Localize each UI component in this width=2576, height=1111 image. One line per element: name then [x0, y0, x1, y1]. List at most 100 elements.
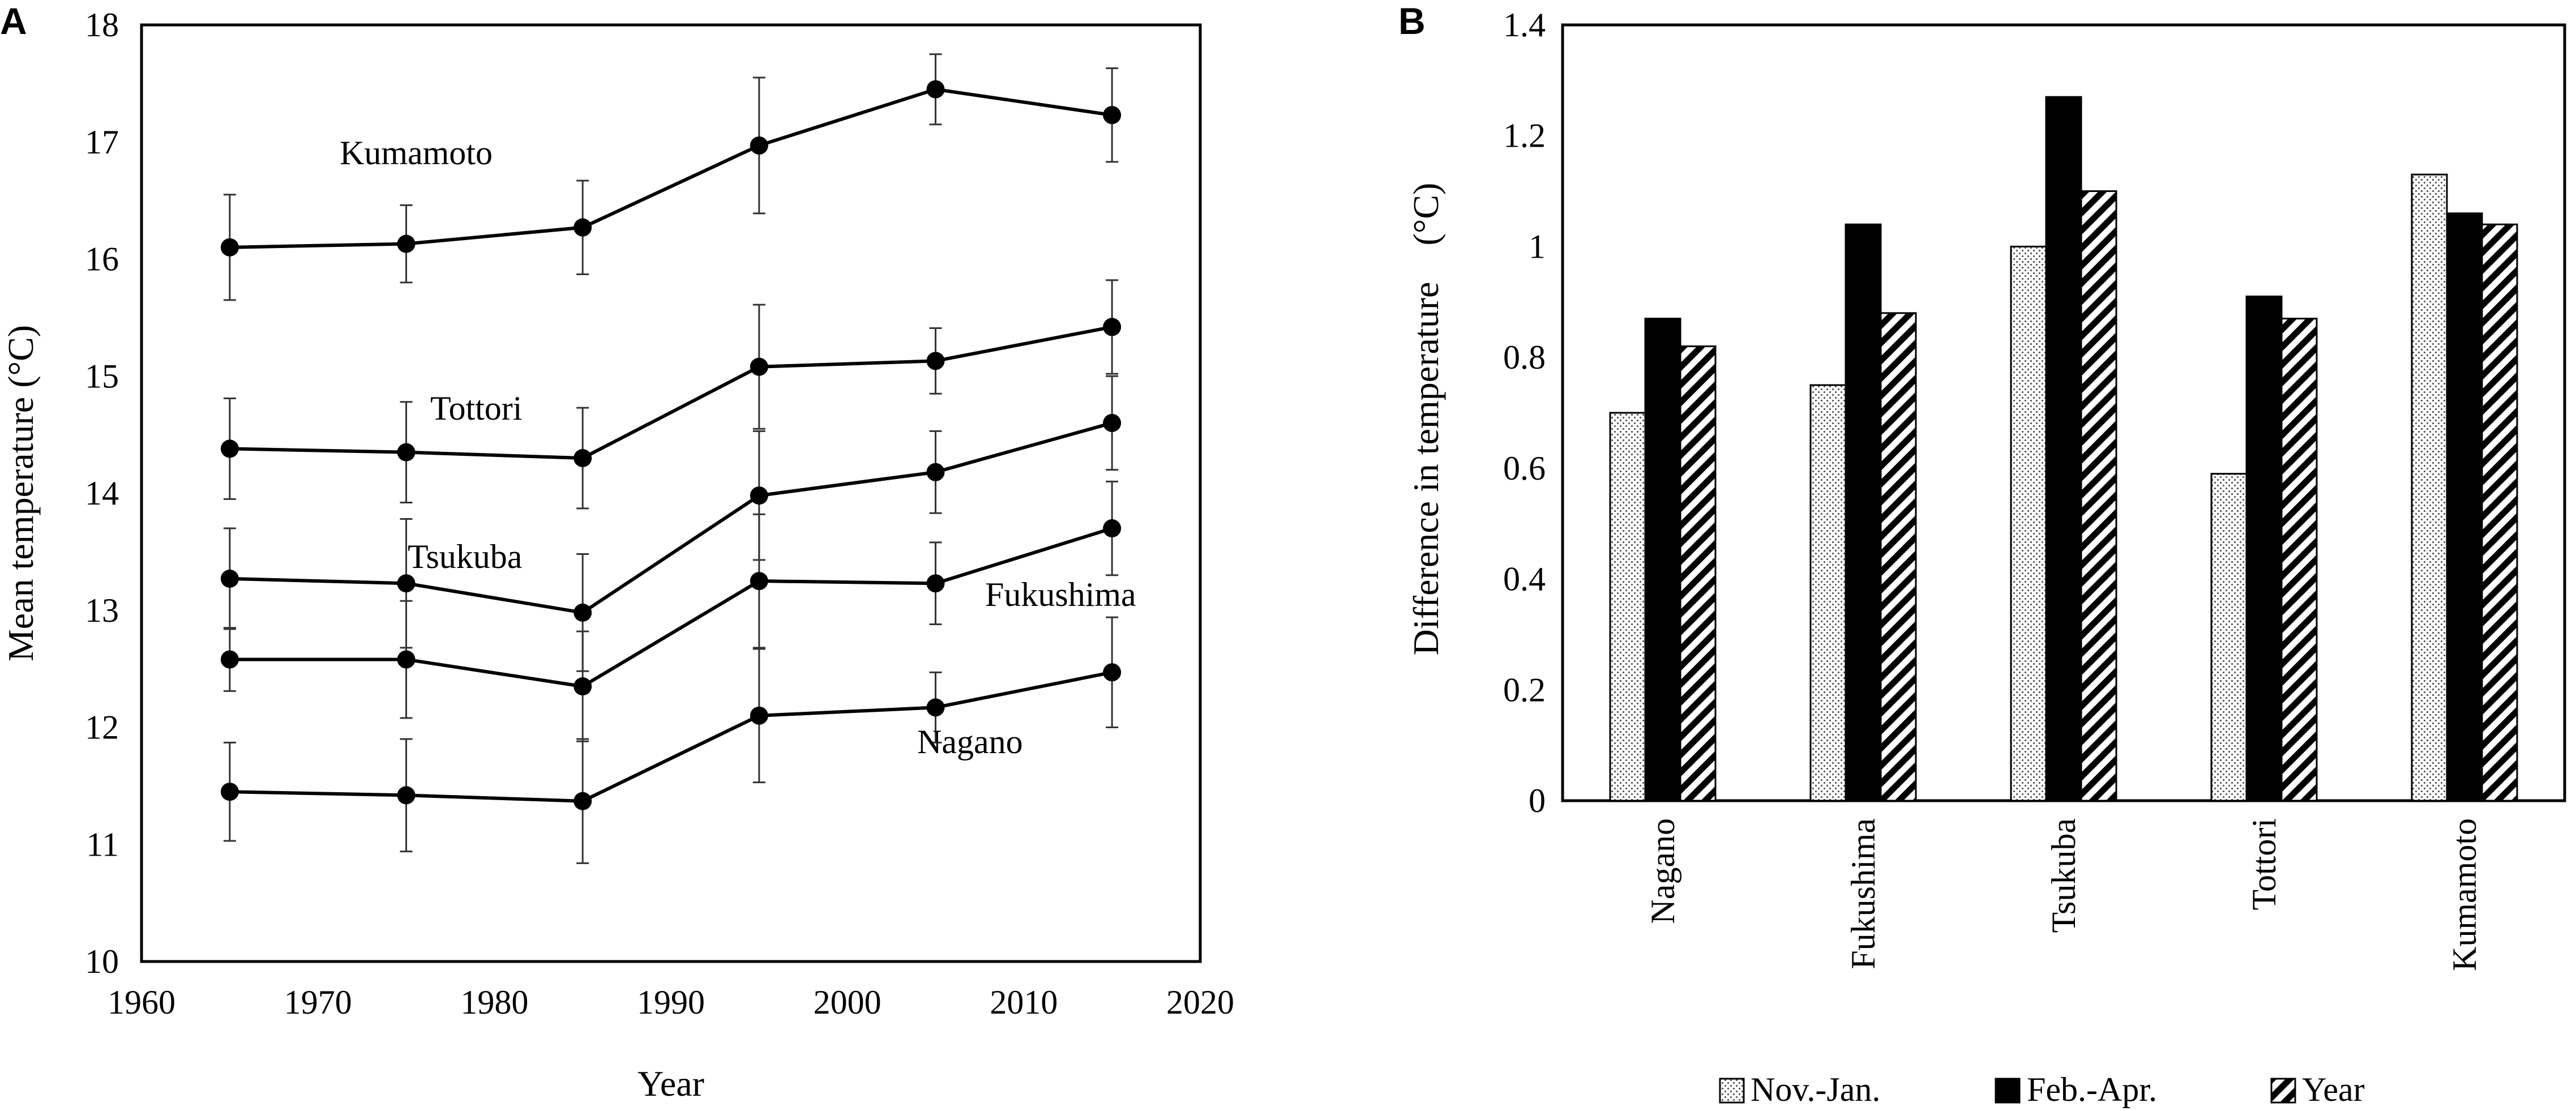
series-label-nagano: Nagano	[917, 723, 1023, 760]
bar-tsukuba-feb-apr	[2045, 96, 2082, 802]
b-y-tick-1-2: 1.2	[1503, 117, 1546, 155]
point-tottori-1975	[397, 443, 416, 462]
a-y-tick-11: 11	[86, 826, 119, 863]
point-tsukuba-1995	[750, 486, 768, 505]
series-label-tottori: Tottori	[430, 390, 522, 427]
bar-kumamoto-year	[2481, 223, 2518, 802]
point-tottori-1985	[574, 448, 592, 467]
point-kumamoto-2005	[926, 80, 945, 99]
a-y-tick-14: 14	[85, 475, 119, 512]
point-kumamoto-1965	[220, 238, 239, 257]
legend-label-year: Year	[2302, 1071, 2365, 1108]
point-fukushima-1995	[750, 572, 768, 591]
bar-nagano-year	[1679, 345, 1717, 802]
point-kumamoto-1985	[574, 218, 592, 237]
a-y-tick-18: 18	[85, 6, 119, 44]
a-x-tick-2020: 2020	[1166, 984, 1234, 1021]
a-y-tick-17: 17	[85, 123, 119, 161]
series-label-fukushima: Fukushima	[985, 576, 1136, 613]
point-nagano-1985	[574, 792, 592, 810]
series-label-kumamoto: Kumamoto	[340, 134, 493, 172]
point-tottori-2005	[926, 352, 945, 370]
bar-kumamoto-feb-apr	[2446, 212, 2483, 802]
legend-swatch-year	[2270, 1078, 2296, 1104]
bar-nagano-feb-apr	[1644, 318, 1681, 802]
point-nagano-1965	[220, 783, 239, 801]
panel-a-label: A	[0, 0, 27, 42]
bar-fukushima-feb-apr	[1845, 223, 1882, 802]
b-y-tick-1: 1	[1529, 228, 1546, 265]
line-tottori	[229, 325, 1112, 460]
bar-tottori-year	[2280, 318, 2318, 802]
panel-a-line-chart: A 10 11 12 13 14 15 16 17 18 1960 1970 1980 1990 200…	[0, 0, 1234, 1104]
a-y-tick-16: 16	[85, 241, 119, 278]
point-fukushima-1985	[574, 677, 592, 696]
a-x-tick-2000: 2000	[814, 984, 882, 1021]
a-x-tick-2010: 2010	[990, 984, 1058, 1021]
panel-a-y-axis-title: Mean temperature (°C)	[1, 325, 41, 661]
point-tsukuba-2005	[926, 463, 945, 481]
a-x-tick-1990: 1990	[637, 984, 705, 1021]
a-x-tick-1960: 1960	[108, 984, 176, 1021]
legend-swatch-feb-apr	[1995, 1078, 2021, 1104]
bar-fukushima-nov-jan	[1809, 384, 1847, 802]
b-y-tick-0-8: 0.8	[1503, 339, 1546, 376]
panel-b-bar-chart: B 0 0.2 0.4 0.6 0.8 1 1.2 1.4 Nagano Fukushima Ts…	[1398, 0, 2566, 1108]
b-y-tick-0: 0	[1529, 782, 1546, 819]
point-kumamoto-1975	[397, 234, 416, 253]
bar-tottori-feb-apr	[2245, 296, 2283, 802]
point-tsukuba-1985	[574, 603, 592, 622]
point-nagano-2005	[926, 698, 945, 717]
panel-a-x-tick-labels: 1960 1970 1980 1990 2000 2010 2020	[108, 984, 1234, 1021]
bar-nagano-nov-jan	[1609, 412, 1646, 802]
point-tsukuba-1965	[220, 569, 239, 588]
b-category-label-nagano: Nagano	[1644, 818, 1681, 924]
legend-swatch-nov-jan	[1719, 1078, 1745, 1104]
panel-b-label: B	[1398, 0, 1426, 42]
b-category-label-fukushima: Fukushima	[1845, 818, 1882, 969]
point-tottori-1995	[750, 357, 768, 376]
series-label-tsukuba: Tsukuba	[408, 538, 522, 575]
a-y-tick-13: 13	[85, 592, 119, 629]
point-tottori-1965	[220, 439, 239, 458]
bar-fukushima-year	[1880, 312, 1917, 802]
point-nagano-1975	[397, 786, 416, 805]
line-fukushima	[229, 527, 1113, 689]
b-y-tick-0-4: 0.4	[1503, 561, 1546, 598]
point-fukushima-2005	[926, 574, 945, 593]
line-kumamoto	[229, 87, 1112, 249]
point-fukushima-2015	[1103, 519, 1122, 538]
b-y-tick-0-2: 0.2	[1503, 671, 1546, 708]
panel-b-category-labels: Nagano Fukushima Tsukuba Tottori Kumamoto	[1644, 818, 2483, 971]
b-y-tick-0-6: 0.6	[1503, 450, 1546, 487]
point-tottori-2015	[1103, 318, 1122, 336]
panel-a-series-lines	[229, 87, 1113, 803]
legend-label-feb-apr: Feb.-Apr.	[2027, 1071, 2157, 1108]
point-fukushima-1965	[220, 650, 239, 669]
bar-tsukuba-nov-jan	[2010, 245, 2047, 802]
a-y-tick-12: 12	[85, 709, 119, 746]
panel-b-y-tick-labels: 0 0.2 0.4 0.6 0.8 1 1.2 1.4	[1503, 6, 1546, 819]
point-kumamoto-1995	[750, 136, 768, 155]
b-category-label-tsukuba: Tsukuba	[2045, 818, 2082, 933]
panel-b-legend: Nov.-Jan. Feb.-Apr. Year	[1719, 1071, 2365, 1108]
line-tsukuba	[229, 421, 1112, 615]
panel-a-data-points	[220, 80, 1122, 810]
bar-kumamoto-nov-jan	[2411, 173, 2448, 802]
panel-b-y-axis-title: Difference in temperature (°C)	[1406, 183, 1446, 656]
b-category-label-tottori: Tottori	[2245, 818, 2283, 910]
b-y-tick-1-4: 1.4	[1503, 6, 1546, 44]
point-tsukuba-2015	[1103, 413, 1122, 432]
point-tsukuba-1975	[397, 574, 416, 593]
a-x-tick-1970: 1970	[284, 984, 352, 1021]
point-nagano-2015	[1103, 663, 1122, 682]
b-category-label-kumamoto: Kumamoto	[2446, 818, 2483, 971]
legend-label-nov-jan: Nov.-Jan.	[1751, 1071, 1880, 1108]
a-x-tick-1980: 1980	[460, 984, 528, 1021]
line-nagano	[229, 670, 1112, 803]
point-fukushima-1975	[397, 650, 416, 669]
panel-a-plot-frame	[140, 23, 1202, 963]
a-y-tick-10: 10	[85, 943, 119, 980]
panel-a-y-tick-labels: 10 11 12 13 14 15 16 17 18	[85, 6, 119, 980]
